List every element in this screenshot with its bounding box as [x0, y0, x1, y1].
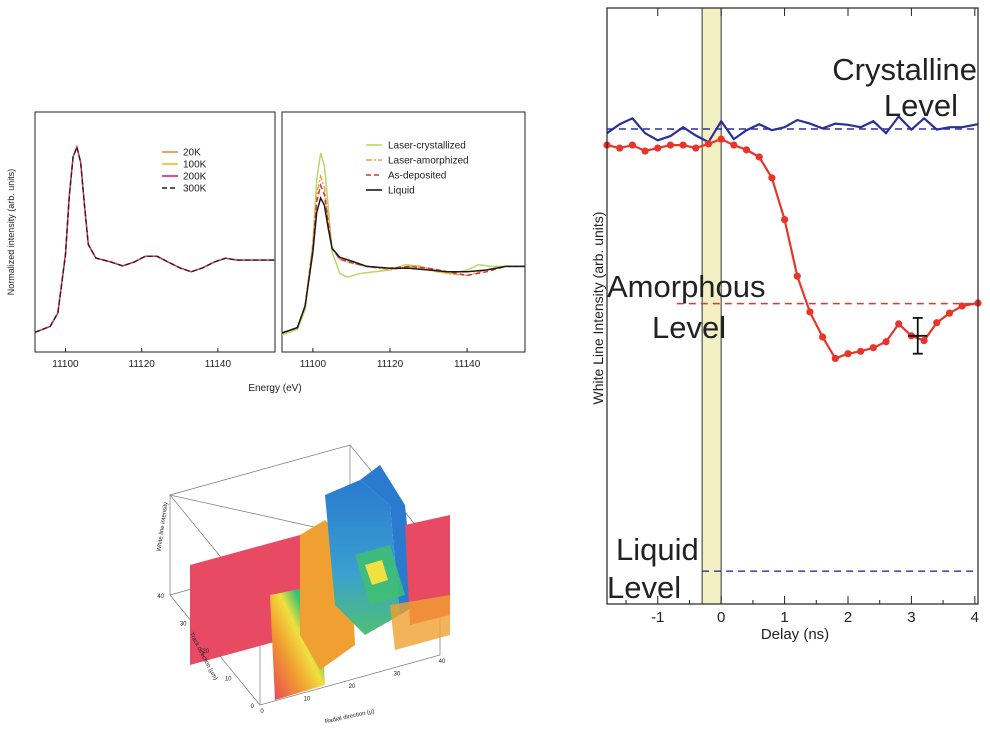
measured-point — [793, 272, 801, 280]
measured-point — [844, 350, 852, 358]
legend-label-As-deposited: As-deposited — [388, 171, 446, 182]
measured-point — [869, 344, 877, 352]
annotation-line-2: Level — [884, 88, 958, 123]
legend-label-Laser-amorphized: Laser-amorphized — [388, 156, 469, 167]
measured-point — [742, 146, 751, 154]
measured-point — [717, 135, 725, 143]
panel-c-ytick-label: 0 — [251, 704, 255, 710]
measured-point — [857, 347, 865, 355]
measured-point — [933, 319, 941, 327]
panel-c-xtick-label: 20 — [349, 684, 356, 690]
panel-c-ytick-label: 10 — [225, 677, 232, 683]
annotation-line-5: Liquid — [616, 532, 699, 567]
annotation-line-4: Level — [652, 310, 726, 345]
series-Laser-amorphized-line — [281, 173, 525, 334]
measured-point — [730, 141, 738, 149]
legend-label-20K: 20K — [183, 148, 201, 159]
annotation-line-6: Level — [607, 570, 681, 605]
panel-a-chart: Normalized intensity (arb. units) 11100 1… — [6, 111, 276, 370]
measured-point — [958, 302, 966, 310]
measured-point — [920, 336, 928, 345]
panel-d-xtick-label: 1 — [780, 609, 788, 626]
panel-d-xtick-label: 4 — [971, 609, 979, 626]
series-Liquid-line — [281, 195, 525, 334]
series-300K-line — [34, 144, 275, 333]
surface-plot — [190, 465, 450, 700]
measured-point — [755, 153, 763, 161]
panel-d-xtick-label: 2 — [844, 609, 852, 626]
panel-c-xtick-label: 10 — [304, 697, 311, 703]
annotation-line-1: Crystalline — [832, 52, 977, 87]
panel-a-frame — [34, 111, 276, 353]
series-crystalline_trace-line — [606, 114, 979, 144]
measured-point — [806, 308, 814, 316]
measured-point — [831, 354, 839, 363]
panel-c-ytick-label: 30 — [180, 622, 187, 628]
legend-label-100K: 100K — [183, 160, 207, 171]
panel-d-xlabel: Delay (ns) — [760, 626, 830, 643]
panel-a-xtick-label: 11140 — [205, 359, 232, 370]
panel-c-xtick-label: 40 — [439, 659, 446, 665]
panel-b-xlabel: Energy (eV) — [248, 383, 302, 394]
panel-b-xtick-label: 11120 — [377, 359, 404, 370]
panel-a-xtick-label: 11100 — [52, 359, 79, 370]
panel-d-chart: -1 0 1 2 3 4CrystallineLevelAmorphousLevelLiq… — [603, 7, 982, 626]
panel-c-xlabel: Radial direction (µ) — [324, 709, 375, 725]
annotation-line-3: Amorphous — [607, 269, 766, 304]
panel-d-frame — [606, 7, 979, 605]
panel-c-chart: White line intensity Track direction (µm… — [157, 444, 450, 725]
measured-point — [654, 144, 662, 152]
time-zero-band — [701, 7, 722, 605]
legend-label-Liquid: Liquid — [388, 186, 415, 197]
panel-d-ylabel-text: White Line Intensity (arb. units) — [590, 211, 606, 405]
panel-d-xtick-label: 3 — [907, 609, 915, 626]
measured-point — [945, 309, 954, 317]
measured-point — [628, 141, 636, 149]
panel-c-zlabel: White line intensity — [157, 502, 170, 552]
legend-label-200K: 200K — [183, 172, 207, 183]
measured-point — [616, 144, 624, 152]
panel-b-xtick-label: 11100 — [300, 359, 327, 370]
panel-c-ytick-label: 20 — [202, 649, 209, 655]
legend-label-300K: 300K — [183, 184, 207, 195]
panel-b-xtick-label: 11140 — [454, 359, 481, 370]
panel-b-chart: 11100 11120 11140 Laser-crystallized Laser-… — [281, 111, 526, 370]
measured-point — [679, 141, 687, 149]
measured-point — [666, 141, 675, 149]
panel-c-xtick-label: 30 — [394, 672, 401, 678]
panel-a-ylabel: Normalized intensity (arb. units) — [6, 169, 16, 296]
measured-point — [641, 147, 649, 155]
panel-b-frame — [281, 111, 526, 353]
panel-d-xtick-label: -1 — [651, 609, 664, 626]
measured-point — [692, 144, 700, 152]
legend-label-Laser-crystallized: Laser-crystallized — [388, 141, 466, 152]
panel-a-xtick-label: 11120 — [129, 359, 156, 370]
panel-c-ytick-label: 40 — [157, 594, 164, 600]
measured-point — [704, 140, 713, 148]
panel-c-xtick-label: 0 — [260, 709, 264, 715]
panel-d-xtick-label: 0 — [717, 609, 725, 626]
measured-point — [895, 320, 903, 328]
measured-point — [882, 338, 890, 346]
measured-point — [819, 333, 827, 341]
measured-point — [780, 215, 789, 224]
measured-point — [768, 174, 776, 182]
